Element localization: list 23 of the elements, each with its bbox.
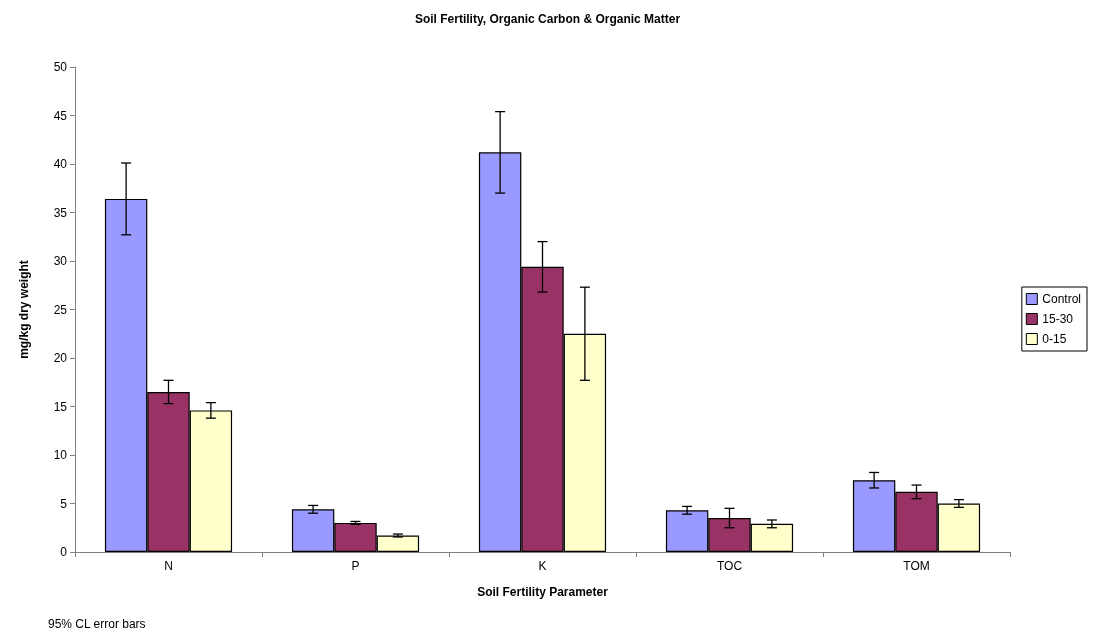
y-tick-label: 50 [53,60,68,74]
y-tick-label: 15 [53,399,68,414]
legend-label: 0-15 [1042,332,1067,346]
chart-title: Soil Fertility, Organic Carbon & Organic Matter [414,12,681,26]
y-tick-label: 10 [53,448,68,462]
x-axis-title: Soil Fertility Parameter [477,585,609,599]
y-tick-label: 40 [53,157,68,171]
legend-label: 15-30 [1042,312,1074,326]
x-tick-label: TOC [716,559,743,573]
y-tick-label: 30 [53,254,68,268]
x-tick-label: TOM [903,559,930,573]
y-tick-label: 0 [60,545,68,559]
x-tick-label: K [538,559,547,573]
x-tick-label: N [164,559,173,573]
text: 95% CL error bars [48,617,146,631]
x-tick-label: P [351,559,360,573]
y-tick-label: 45 [53,108,68,123]
y-tick-label: 25 [53,302,68,317]
y-tick-label: 35 [53,205,68,220]
y-tick-label: 5 [60,496,68,511]
y-tick-label: 20 [53,351,68,365]
legend-label: Control [1042,292,1081,306]
y-axis-title: mg/kg dry weight [17,260,31,359]
